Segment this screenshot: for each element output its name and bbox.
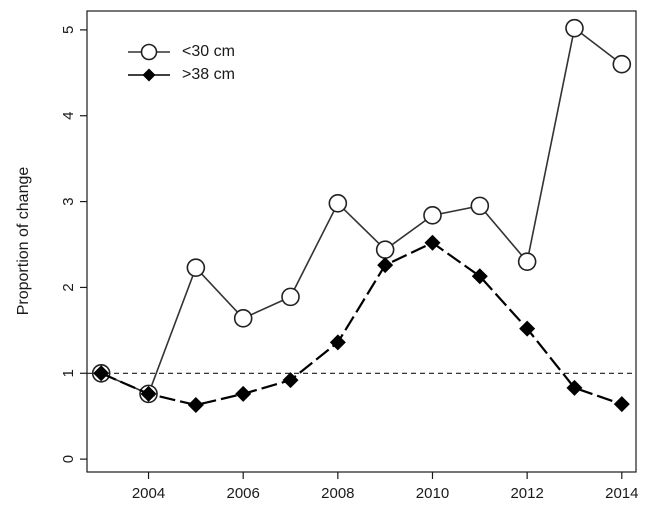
series-2-point-2011 xyxy=(471,268,488,285)
y-tick-label-3: 3 xyxy=(60,197,77,205)
x-tick-label-2004: 2004 xyxy=(132,485,165,502)
series-1-point-2006 xyxy=(233,309,253,328)
y-tick-label-4: 4 xyxy=(60,112,77,120)
series-1-point-2007 xyxy=(281,287,300,307)
series-1-point-2005 xyxy=(186,258,206,277)
x-tick-label-2006: 2006 xyxy=(226,485,259,502)
series-2-point-2012 xyxy=(519,320,536,337)
series-2-point-2004 xyxy=(140,385,157,402)
legend: <30 cm >38 cm xyxy=(128,43,235,83)
series-1-point-2012 xyxy=(517,252,537,271)
series-1-point-2009 xyxy=(375,240,395,259)
series-1-point-2010 xyxy=(423,206,442,225)
x-tick-label-2008: 2008 xyxy=(321,485,354,502)
series-2-point-2010 xyxy=(424,234,441,251)
y-tick-label-2: 2 xyxy=(60,283,77,291)
legend-item-2-marker xyxy=(142,68,156,82)
series-2-line xyxy=(100,241,623,407)
series-2-point-2014 xyxy=(613,396,630,413)
series-2-point-2003 xyxy=(93,365,110,382)
y-tick-label-1: 1 xyxy=(60,369,77,377)
legend-item-1-label: <30 cm xyxy=(182,43,235,60)
legend-item-2-label: >38 cm xyxy=(182,66,235,83)
series-2-point-2007 xyxy=(282,372,299,389)
x-tick-label-2010: 2010 xyxy=(416,485,449,502)
y-axis-title: Proportion of change xyxy=(15,167,32,316)
series-2-point-2013 xyxy=(566,379,583,396)
plot-frame xyxy=(86,10,637,473)
series-1-point-2011 xyxy=(470,196,490,216)
x-axis: 2004 2006 2008 2010 2012 2014 xyxy=(132,472,638,502)
x-tick-label-2012: 2012 xyxy=(510,485,543,502)
series-group xyxy=(91,18,632,414)
series-1-line xyxy=(100,26,623,395)
series-2-point-2005 xyxy=(187,397,204,414)
legend-item-1-marker xyxy=(140,43,158,61)
series-1-point-2014 xyxy=(612,54,632,74)
y-axis: 0 1 2 3 4 5 xyxy=(60,26,87,463)
series-2-point-2008 xyxy=(329,334,346,351)
series-2-point-2006 xyxy=(235,385,252,402)
series-1-point-2008 xyxy=(328,193,348,213)
y-tick-label-5: 5 xyxy=(60,26,77,34)
x-tick-label-2014: 2014 xyxy=(605,485,638,502)
series-1-point-2013 xyxy=(565,18,584,38)
series-2-point-2009 xyxy=(377,257,394,274)
y-tick-label-0: 0 xyxy=(60,455,77,463)
